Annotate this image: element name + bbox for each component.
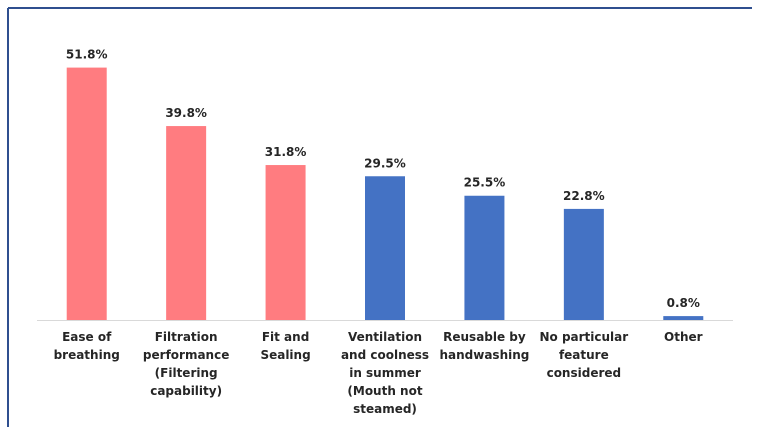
data-label: 22.8% (563, 189, 605, 203)
x-tick-label: Fit and Sealing (260, 330, 311, 362)
bar (663, 316, 704, 320)
bar (265, 165, 306, 320)
x-tick-label: Ventilation and coolness in summer (Mout… (340, 330, 430, 416)
x-tick-label: Ease of breathing (53, 330, 120, 362)
x-tick-label: Other (664, 330, 703, 344)
data-label: 0.8% (667, 296, 700, 310)
data-label: 51.8% (66, 48, 108, 62)
x-tick-label: No particular feature considered (539, 330, 629, 380)
data-label: 31.8% (265, 145, 307, 159)
bar (66, 67, 107, 320)
data-label: 39.8% (165, 106, 207, 120)
data-label: 29.5% (364, 156, 406, 170)
bar (166, 126, 207, 320)
data-label: 25.5% (464, 176, 506, 190)
x-tick-label: Filtration performance (Filtering capabi… (142, 330, 230, 398)
bar (563, 208, 604, 320)
bar (365, 176, 405, 320)
bar (464, 195, 505, 320)
x-tick-label: Reusable by handwashing (439, 330, 530, 362)
